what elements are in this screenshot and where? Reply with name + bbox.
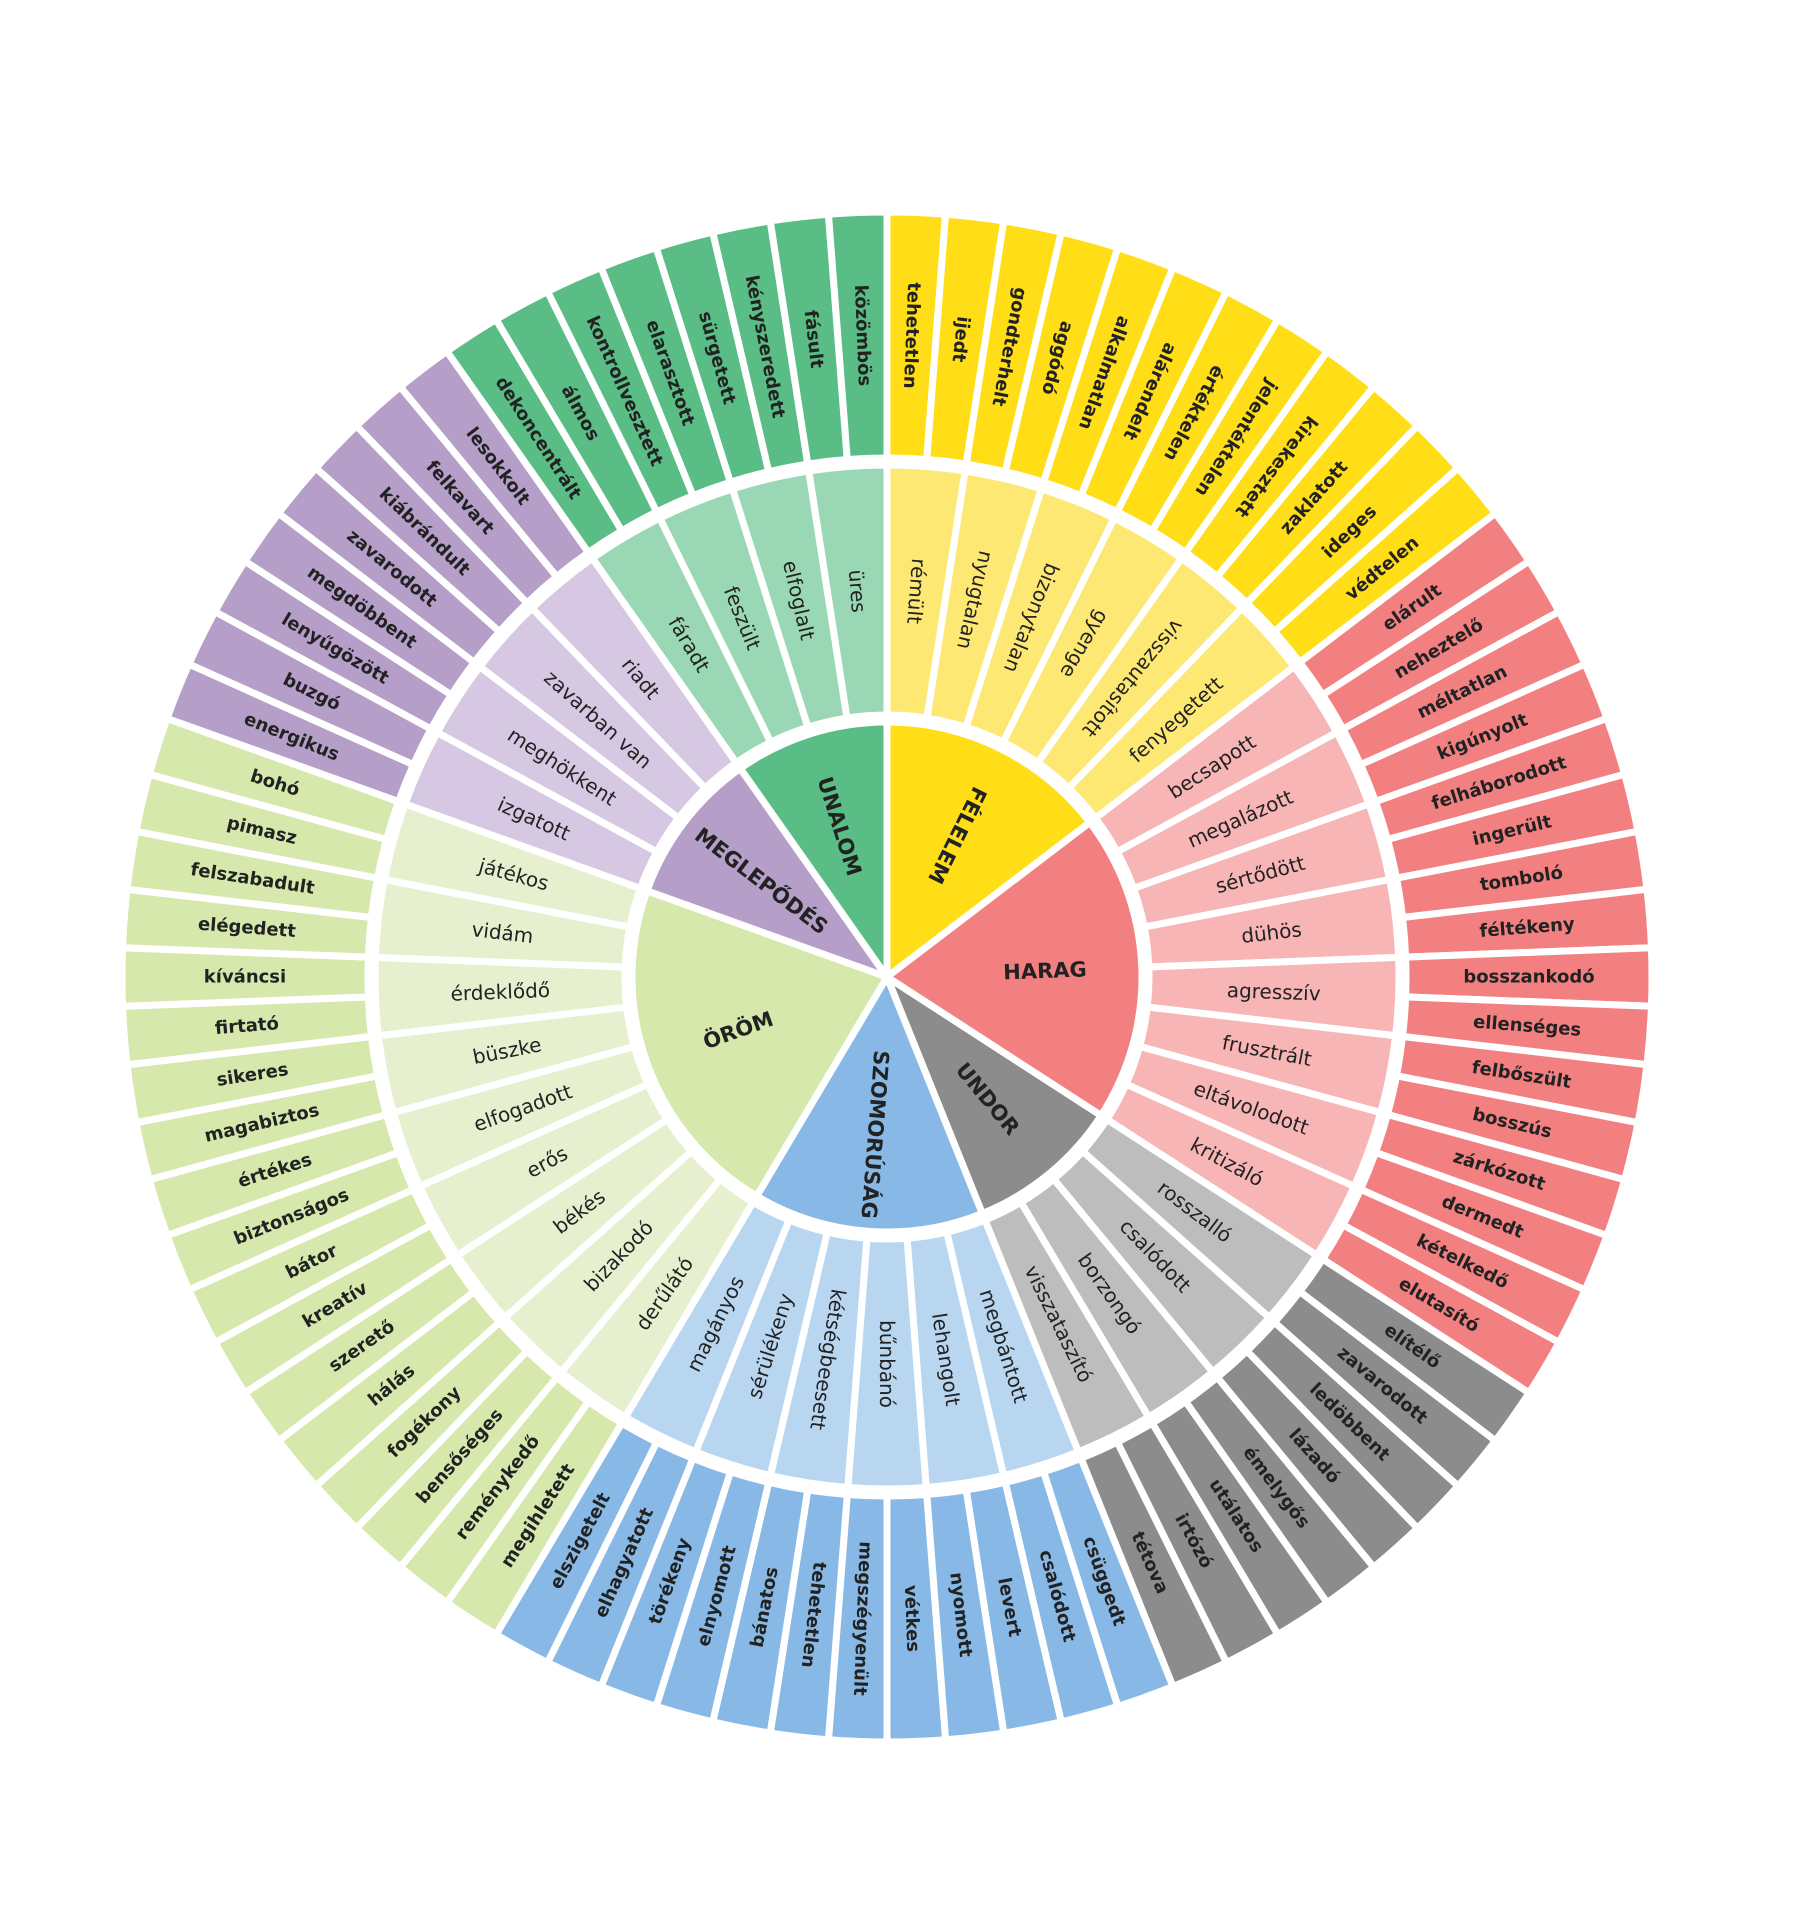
middle-label: bűnbánó — [875, 1320, 899, 1408]
outer-label: tehetetlen — [899, 282, 924, 389]
core-segment — [753, 973, 986, 1236]
core-segment — [883, 818, 1146, 1120]
outer-segment — [824, 208, 891, 464]
middle-label: üres — [844, 569, 871, 614]
middle-segment — [805, 461, 891, 722]
middle-label: rémült — [902, 557, 931, 624]
outer-label: bosszankodó — [1463, 967, 1594, 988]
outer-label: közömbös — [850, 284, 875, 386]
outer-label: kíváncsi — [204, 967, 286, 988]
core-segment — [643, 764, 891, 981]
core-segment — [883, 718, 1094, 981]
core-segment — [628, 887, 891, 1200]
middle-label: érdeklődő — [450, 978, 550, 1006]
core-segment — [883, 973, 1105, 1218]
outer-label: firtató — [214, 1013, 279, 1039]
middle-label: agresszív — [1226, 978, 1321, 1006]
core-segment — [736, 718, 891, 981]
outer-label: vétkes — [900, 1585, 924, 1653]
core-label: HARAG — [1003, 957, 1087, 984]
